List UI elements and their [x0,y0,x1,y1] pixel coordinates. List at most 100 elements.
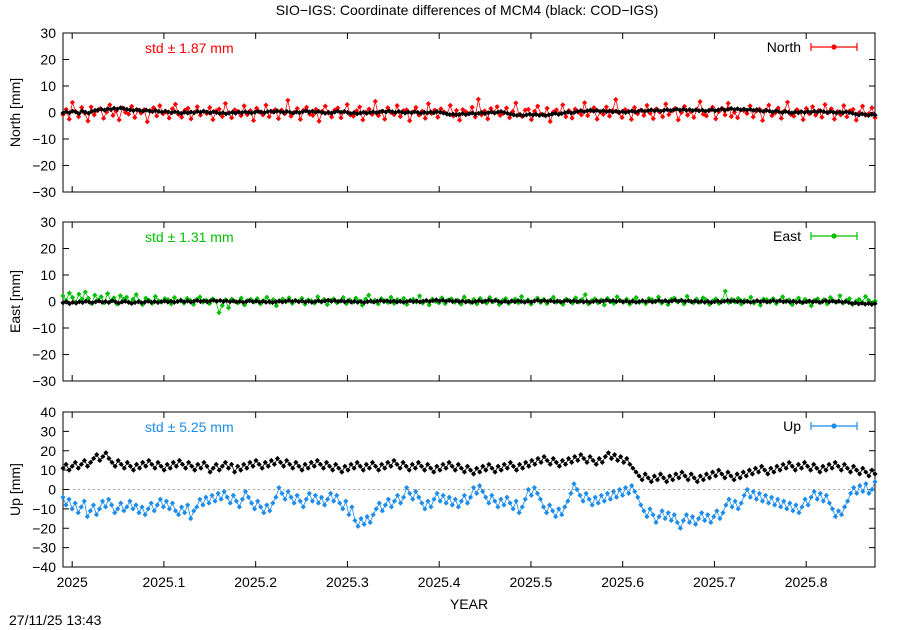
data-point [372,463,379,469]
x-tick-label: 2025.5 [510,574,553,590]
data-point [598,492,604,498]
data-point [235,463,241,469]
data-point [391,498,398,504]
data-point [185,502,191,508]
data-point [626,109,632,115]
data-point [608,455,615,462]
data-point [437,498,443,504]
data-point [750,488,756,495]
data-point [413,104,419,111]
data-point [118,461,124,467]
data-point [741,299,747,305]
data-point [432,107,438,113]
data-point [725,100,731,106]
data-point [136,510,142,516]
data-point [276,298,282,304]
data-point [254,295,260,302]
data-point [455,504,461,510]
data-point [237,298,243,304]
data-point [130,506,136,512]
data-point [63,461,69,467]
data-point [684,293,690,299]
data-point [872,479,878,485]
data-point [550,109,556,115]
data-point [142,512,148,518]
data-point [747,103,753,109]
data-point [761,298,767,304]
data-point [95,107,101,113]
data-point [778,115,784,121]
data-point [458,301,464,307]
data-point [79,104,85,111]
data-point [632,488,638,495]
data-point [826,461,832,467]
data-point [394,299,400,305]
data-point [558,299,564,305]
data-point [710,298,716,304]
data-point [726,496,732,502]
data-point [458,498,464,504]
data-point [691,114,697,121]
data-point [268,457,274,464]
data-point [489,465,495,471]
data-point [498,496,504,502]
data-point [191,508,197,514]
data-point [649,297,655,303]
data-point [644,514,650,520]
data-point [412,109,418,115]
data-point [245,494,252,500]
data-point [577,492,583,498]
data-point [688,471,694,477]
data-point [614,294,620,300]
data-point [594,116,600,122]
data-point [766,102,772,108]
data-point [296,463,302,469]
data-point [370,512,376,518]
data-point [686,519,693,526]
data-point [781,498,787,504]
data-point [63,502,69,508]
data-point [495,109,501,115]
data-point [811,108,817,114]
data-point [705,298,711,305]
data-point [747,299,754,305]
data-point [240,299,246,305]
data-point [764,297,770,303]
data-point [421,467,428,473]
data-point [253,457,259,464]
data-point [834,110,840,116]
data-point [273,303,279,309]
data-point [421,109,427,115]
data-point [91,455,97,462]
data-point [413,488,419,495]
data-point [673,471,679,477]
data-point [321,502,328,508]
data-point [204,109,210,115]
data-point [836,298,842,304]
data-point [516,461,523,467]
data-point [587,299,593,305]
data-point [814,496,820,502]
data-point [449,502,455,508]
data-point [600,111,606,117]
data-point [133,502,139,508]
data-point [779,109,785,116]
data-point [790,508,796,514]
data-point [417,293,423,299]
data-point [517,112,523,118]
data-point [98,294,104,300]
data-point [173,463,179,469]
data-point [515,298,521,304]
data-point [258,504,264,510]
data-point [453,112,459,118]
data-point [776,109,782,115]
data-point [469,299,475,305]
data-point [872,301,878,307]
data-point [425,101,431,107]
data-point [623,298,629,304]
data-point [845,498,851,504]
data-point [194,104,200,110]
data-point [839,299,845,305]
data-point [371,299,377,305]
data-point [578,452,584,458]
